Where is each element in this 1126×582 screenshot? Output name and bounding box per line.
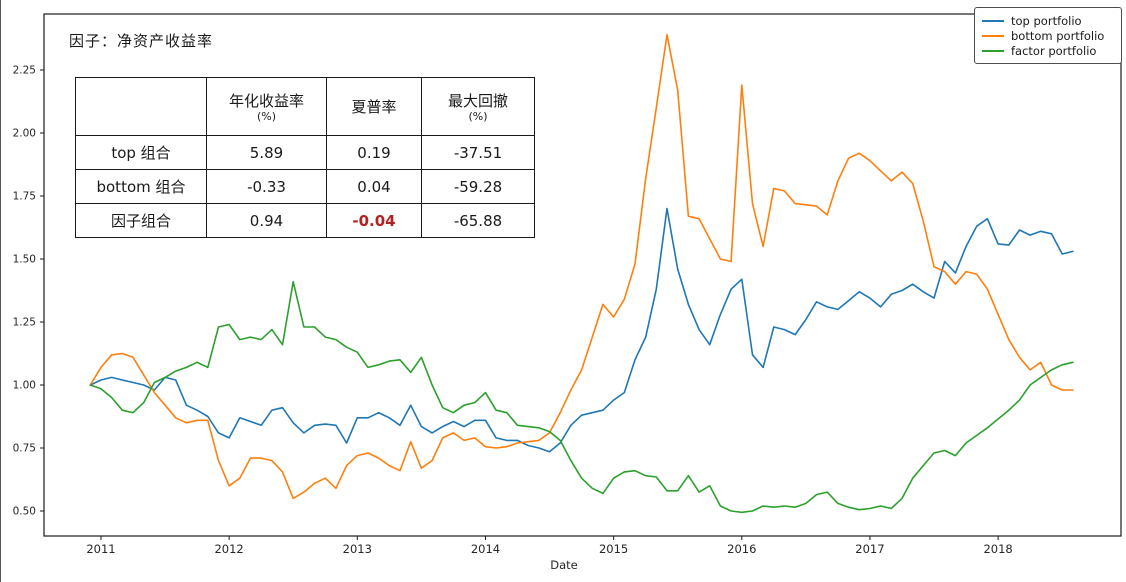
plot-frame — [43, 13, 1122, 537]
legend-line-swatch — [982, 19, 1004, 22]
performance-stats-table: 年化收益率 (%) 夏普率 最大回撤 (%) top 组合 5.89 0.19 -37.51 bo… — [75, 77, 535, 238]
stats-row-label: top 组合 — [75, 135, 207, 170]
x-tick-label: 2018 — [983, 542, 1012, 556]
x-tick-label: 2012 — [214, 542, 243, 556]
x-tick-label: 2013 — [343, 542, 372, 556]
stats-value-cell: -59.28 — [421, 169, 535, 204]
chart-legend: top portfolio bottom portfolio factor port… — [974, 7, 1122, 64]
stats-header-cell — [75, 77, 207, 136]
chart-title: 因子：净资产收益率 — [69, 32, 214, 50]
y-tick-label: 0.50 — [13, 506, 36, 518]
series-line-bottom-portfolio — [89, 33, 1074, 500]
stats-value-cell: -65.88 — [421, 203, 535, 238]
series-line-factor-portfolio — [89, 280, 1074, 514]
stats-value-cell: 0.94 — [206, 203, 327, 238]
legend-line-swatch — [982, 49, 1004, 52]
x-tick-label: 2017 — [855, 542, 884, 556]
stats-header-cell: 夏普率 — [326, 77, 422, 136]
x-tick-label: 2014 — [471, 542, 500, 556]
x-axis-label: Date — [550, 558, 578, 572]
stats-value-cell: 5.89 — [206, 135, 327, 170]
legend-item-factor-portfolio: factor portfolio — [982, 43, 1113, 58]
x-tick-label: 2015 — [599, 542, 628, 556]
stats-table-header-row: 年化收益率 (%) 夏普率 最大回撤 (%) — [75, 77, 535, 136]
legend-line-swatch — [982, 34, 1004, 37]
stats-value-cell: -0.04 — [326, 203, 422, 238]
y-tick-label: 1.75 — [13, 191, 36, 203]
y-tick-label: 1.25 — [13, 317, 36, 329]
stats-value-cell: -0.33 — [206, 169, 327, 204]
stats-table-row: bottom 组合 -0.33 0.04 -59.28 — [75, 169, 535, 204]
y-tick-label: 2.00 — [13, 128, 36, 140]
stats-header-cell: 年化收益率 (%) — [206, 77, 327, 136]
stats-table-row: top 组合 5.89 0.19 -37.51 — [75, 135, 535, 170]
legend-label: bottom portfolio — [1011, 28, 1105, 43]
y-tick-label: 1.00 — [13, 380, 36, 392]
legend-item-top-portfolio: top portfolio — [982, 13, 1113, 28]
legend-label: top portfolio — [1011, 13, 1082, 28]
stats-value-cell: 0.04 — [326, 169, 422, 204]
stats-row-label: bottom 组合 — [75, 169, 207, 204]
series-line-top-portfolio — [89, 207, 1074, 453]
y-tick-label: 2.25 — [13, 65, 36, 77]
y-tick-label: 1.50 — [13, 254, 36, 266]
x-tick-label: 2011 — [86, 542, 115, 556]
stats-table-row: 因子组合 0.94 -0.04 -65.88 — [75, 203, 535, 238]
stats-header-cell: 最大回撤 (%) — [421, 77, 535, 136]
stats-value-cell: 0.19 — [326, 135, 422, 170]
y-tick-label: 0.75 — [13, 443, 36, 455]
x-tick-label: 2016 — [727, 542, 756, 556]
stats-row-label: 因子组合 — [75, 203, 207, 238]
legend-label: factor portfolio — [1011, 43, 1097, 58]
legend-item-bottom-portfolio: bottom portfolio — [982, 28, 1113, 43]
stats-value-cell: -37.51 — [421, 135, 535, 170]
